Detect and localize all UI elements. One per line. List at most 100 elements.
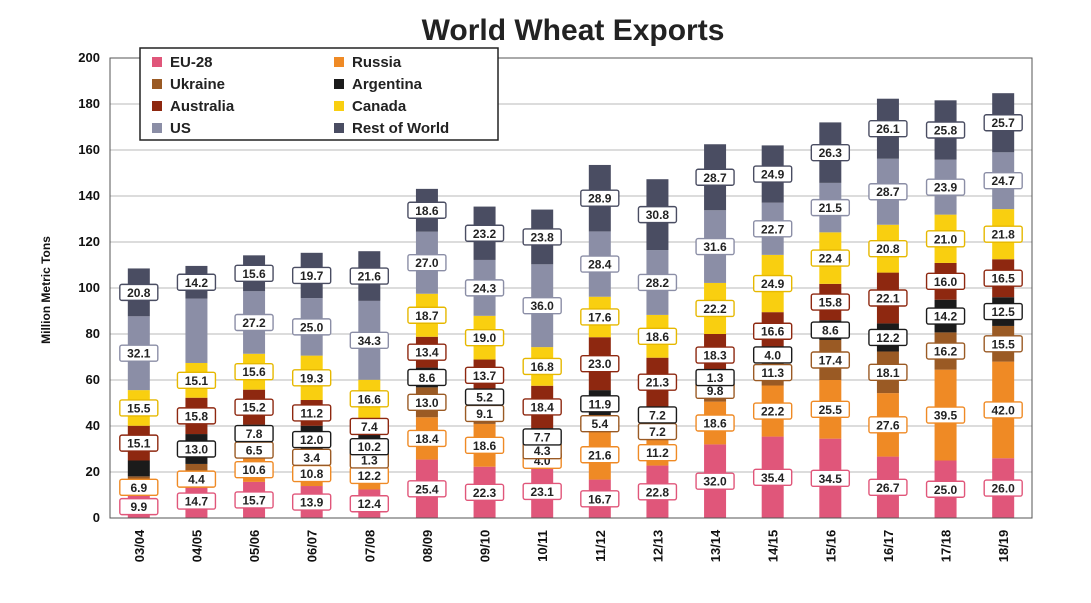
- data-label-box: [695, 472, 735, 490]
- data-label-box: [291, 430, 332, 449]
- data-label-box: [407, 393, 447, 412]
- data-label-box: [637, 373, 678, 391]
- data-label-box: [695, 346, 735, 364]
- data-label: 6.5: [246, 444, 263, 458]
- legend-swatch: [334, 57, 344, 67]
- data-label-box: [810, 351, 851, 369]
- data-label: 4.0: [764, 348, 781, 362]
- data-label: 26.7: [876, 481, 900, 495]
- data-label: 15.5: [992, 337, 1016, 351]
- data-label: 7.2: [649, 425, 666, 439]
- x-tick-label: 11/12: [593, 530, 608, 562]
- data-label-box: [752, 363, 793, 382]
- data-label-box: [637, 273, 678, 292]
- data-label: 22.2: [703, 302, 727, 316]
- data-label: 15.5: [127, 401, 151, 415]
- data-label: 26.3: [819, 146, 843, 160]
- data-label: 13.0: [415, 396, 439, 410]
- y-tick-label: 140: [78, 188, 100, 203]
- data-label: 3.4: [303, 451, 320, 465]
- data-label: 21.6: [588, 448, 612, 462]
- data-label-box: [291, 318, 332, 336]
- data-label: 25.7: [992, 116, 1016, 130]
- data-label-box: [752, 220, 793, 238]
- data-label-box: [810, 469, 851, 488]
- data-label-box: [868, 120, 908, 138]
- legend-label: Ukraine: [170, 76, 225, 93]
- data-label: 18.7: [415, 309, 439, 323]
- data-label: 17.4: [819, 353, 843, 367]
- data-label: 23.2: [473, 227, 497, 241]
- data-label: 32.0: [703, 475, 727, 489]
- data-label-box: [868, 328, 908, 347]
- data-label-box: [234, 313, 274, 332]
- data-label: 23.9: [934, 181, 958, 195]
- x-tick-label: 12/13: [650, 530, 665, 563]
- x-tick-label: 15/16: [823, 530, 838, 563]
- data-label: 31.6: [703, 240, 727, 254]
- data-label: 15.2: [242, 401, 266, 415]
- y-tick-label: 200: [78, 50, 100, 65]
- data-label-box: [291, 448, 332, 466]
- data-label: 15.6: [242, 365, 266, 379]
- data-label-box: [810, 198, 851, 217]
- data-label-box: [868, 363, 908, 381]
- data-label-box: [868, 416, 908, 434]
- data-label: 7.7: [534, 430, 551, 444]
- x-tick-label: 17/18: [939, 530, 954, 563]
- data-label: 19.7: [300, 269, 324, 283]
- legend-label: Canada: [352, 98, 407, 115]
- data-label: 24.3: [473, 281, 497, 295]
- data-label-box: [580, 490, 620, 508]
- data-label: 25.8: [934, 123, 958, 137]
- data-label-box: [925, 480, 966, 498]
- data-label-box: [695, 168, 735, 186]
- data-label-box: [637, 327, 678, 345]
- data-label: 36.0: [531, 299, 555, 313]
- x-tick-label: 14/15: [766, 530, 781, 563]
- data-label: 24.9: [761, 168, 785, 182]
- data-label-box: [810, 400, 851, 419]
- data-label-box: [407, 368, 447, 387]
- data-label-box: [176, 407, 217, 425]
- data-label: 22.1: [876, 292, 900, 306]
- y-axis-label: Million Metric Tons: [39, 236, 53, 344]
- data-label-box: [522, 228, 562, 246]
- x-tick-label: 13/14: [708, 529, 723, 562]
- data-label: 10.6: [242, 463, 266, 477]
- legend-label: EU-28: [170, 54, 213, 71]
- data-label-box: [522, 398, 562, 416]
- legend-swatch: [152, 101, 162, 111]
- data-label-box: [522, 482, 562, 501]
- data-label: 23.8: [531, 230, 555, 244]
- data-label: 6.9: [130, 481, 147, 495]
- data-label-box: [464, 483, 505, 502]
- data-label: 10.2: [358, 440, 382, 454]
- data-label-box: [580, 395, 620, 413]
- data-label: 1.3: [361, 453, 378, 467]
- legend-label: US: [170, 120, 191, 137]
- data-label-box: [925, 178, 966, 196]
- data-label: 11.2: [646, 446, 669, 460]
- data-label-box: [464, 388, 505, 406]
- data-label: 4.4: [188, 473, 205, 487]
- data-label: 15.6: [242, 267, 266, 281]
- data-label-box: [291, 369, 332, 387]
- data-label-box: [176, 470, 217, 488]
- data-label-box: [464, 366, 505, 384]
- data-labels: 9.9 6.9 15.1 15.5 32.1 20.8 14.7 4.4 13.0 15.8 15.…: [119, 114, 1023, 516]
- data-label-box: [349, 267, 390, 285]
- data-label-box: [637, 205, 678, 224]
- data-label-box: [176, 371, 217, 390]
- axes: 0 20 40 60 80 100 120 140 160 180 200 03/04 04/05 05/…: [78, 50, 1033, 563]
- data-label: 21.6: [358, 270, 382, 284]
- bar-segment: [127, 476, 150, 480]
- data-label-box: [407, 343, 447, 361]
- data-label: 34.3: [358, 334, 382, 348]
- data-label: 22.4: [819, 252, 843, 266]
- data-label: 30.8: [646, 208, 670, 222]
- data-label: 16.7: [588, 492, 612, 506]
- data-label-box: [234, 398, 274, 416]
- data-label: 28.7: [703, 171, 727, 185]
- data-label: 14.2: [185, 276, 209, 290]
